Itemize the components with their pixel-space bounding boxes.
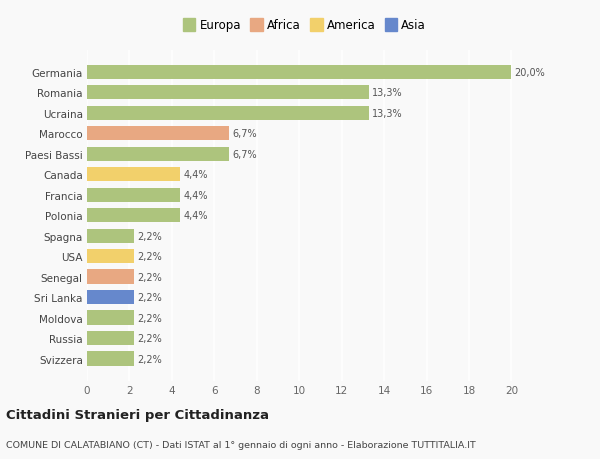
Text: 4,4%: 4,4% [184,170,208,180]
Text: COMUNE DI CALATABIANO (CT) - Dati ISTAT al 1° gennaio di ogni anno - Elaborazion: COMUNE DI CALATABIANO (CT) - Dati ISTAT … [6,441,476,449]
Bar [87,86,369,100]
Bar [87,311,134,325]
Bar [87,331,134,346]
Text: 6,7%: 6,7% [232,129,257,139]
Text: 4,4%: 4,4% [184,211,208,221]
Bar [87,127,229,141]
Bar [87,249,134,264]
Text: 2,2%: 2,2% [137,292,161,302]
Bar [87,291,134,305]
Text: 13,3%: 13,3% [373,88,403,98]
Text: 2,2%: 2,2% [137,231,161,241]
Bar [87,147,229,162]
Text: 20,0%: 20,0% [515,67,545,78]
Bar [87,208,181,223]
Bar [87,270,134,284]
Bar [87,229,134,243]
Text: 2,2%: 2,2% [137,313,161,323]
Text: 2,2%: 2,2% [137,272,161,282]
Bar [87,188,181,202]
Bar [87,352,134,366]
Text: 2,2%: 2,2% [137,354,161,364]
Bar [87,66,511,80]
Text: 13,3%: 13,3% [373,108,403,118]
Legend: Europa, Africa, America, Asia: Europa, Africa, America, Asia [181,17,428,34]
Bar [87,168,181,182]
Text: 2,2%: 2,2% [137,333,161,343]
Text: 4,4%: 4,4% [184,190,208,200]
Bar [87,106,369,121]
Text: Cittadini Stranieri per Cittadinanza: Cittadini Stranieri per Cittadinanza [6,408,269,421]
Text: 2,2%: 2,2% [137,252,161,262]
Text: 6,7%: 6,7% [232,150,257,159]
